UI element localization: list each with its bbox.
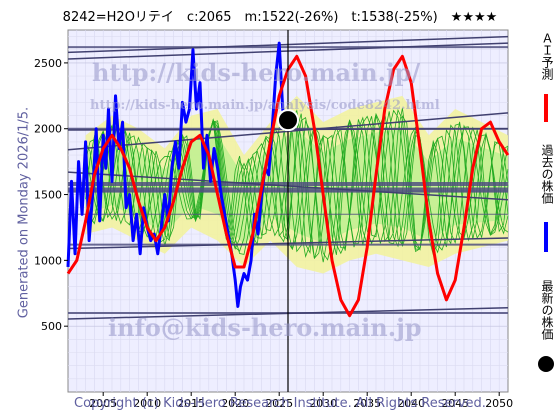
x-tick-label: 2045 xyxy=(441,397,469,410)
x-tick-label: 2025 xyxy=(265,397,293,410)
legend-label: 過去の株価 xyxy=(540,144,554,204)
legend-dot-black xyxy=(538,356,554,372)
copyright-notice: Copyright (c) Kids-Hero Research Institu… xyxy=(74,396,486,411)
watermark-email: info@kids-hero.main.jp xyxy=(108,313,422,342)
legend-item-ai-forecast: ＡＩ予測 xyxy=(532,32,560,122)
y-tick-label: 2500 xyxy=(34,57,62,70)
y-tick-label: 1500 xyxy=(34,189,62,202)
legend-label: ＡＩ予測 xyxy=(540,32,554,80)
page-title: 8242=H2Oリテイ c:2065 m:1522(-26%) t:1538(-… xyxy=(62,10,498,25)
legend-item-latest-price: 最新の株価 xyxy=(532,280,560,380)
y-axis-ticks: 500 1000 1500 2000 2500 xyxy=(34,57,68,333)
x-tick-label: 2010 xyxy=(133,397,161,410)
x-tick-label: 2015 xyxy=(177,397,205,410)
latest-price-marker-layer xyxy=(277,109,299,132)
x-axis-ticks: 2005 2010 2015 2020 2025 2030 2035 2040 2045 2050 xyxy=(89,392,513,410)
legend-label: 最新の株価 xyxy=(540,280,554,340)
generated-date-label: Generated on Monday 2026/1/5. xyxy=(16,106,32,319)
y-tick-label: 2000 xyxy=(34,123,62,136)
legend-item-past-price: 過去の株価 xyxy=(532,144,560,254)
legend: ＡＩ予測 過去の株価 最新の株価 xyxy=(532,24,560,384)
latest-price-marker xyxy=(277,109,299,132)
x-tick-label: 2020 xyxy=(221,397,249,410)
watermark-url: http://kids-hero.main.jp/ xyxy=(92,58,421,87)
legend-swatch-red xyxy=(544,94,548,122)
legend-swatch-blue xyxy=(544,222,548,252)
y-tick-label: 1000 xyxy=(34,254,62,267)
series-past-price xyxy=(66,41,290,308)
x-tick-label: 2040 xyxy=(397,397,425,410)
watermark-analysis-url: http://kids-hero.main.jp/analysis/code82… xyxy=(90,98,440,113)
x-tick-label: 2005 xyxy=(89,397,117,410)
x-tick-label: 2035 xyxy=(353,397,381,410)
x-tick-label: 2050 xyxy=(485,397,513,410)
y-tick-label: 500 xyxy=(41,320,62,333)
x-tick-label: 2030 xyxy=(309,397,337,410)
